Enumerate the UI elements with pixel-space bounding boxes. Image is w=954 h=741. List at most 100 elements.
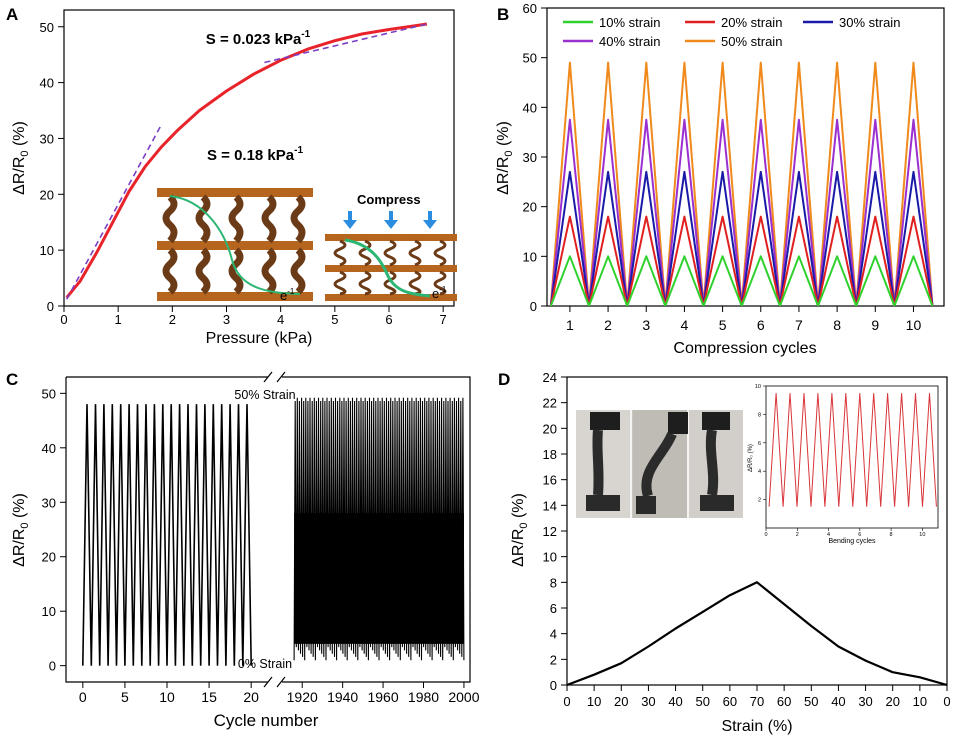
x-tick-label-b: 7 [795,317,803,333]
fiber [290,194,306,244]
electron-path-compressed [344,238,431,298]
x-tick-label-b: 6 [757,317,765,333]
legend-b: 10% strain 20% strain 30% strain 40% strain… [563,15,900,49]
axes-c: 0 5 10 15 20 1920 1940 1960 1980 2000 0 10 20 30 40 50 [42,386,480,705]
panel-label-c: C [6,370,18,389]
y-tick-label-a: 20 [40,187,54,202]
y-tick-label-a: 40 [40,76,54,91]
electron-label: e-1 [280,287,295,303]
y-tick-label-c: 40 [42,441,56,456]
coil [358,270,372,296]
x-tick-label-d: 60 [777,694,791,709]
panel-a: A 0 1 2 3 4 5 6 7 0 10 20 30 40 50 e-1 Compress [6,5,457,347]
y-tick-label-d: 18 [543,447,557,462]
axes-a: 0 1 2 3 4 5 6 7 0 10 20 30 40 50 [40,20,447,327]
y-tick-label-c: 0 [49,659,56,674]
coil [358,239,372,267]
x-tick-label-d: 30 [858,694,872,709]
series-d [566,581,948,687]
fiber [195,247,211,295]
x-tick-label-b: 8 [833,317,841,333]
inset-y-label: ΔR/R₀ (%) [748,444,754,472]
y-tick-label-b: 20 [523,200,537,215]
compressed-structure: Compress e-1 [325,192,457,301]
x-tick-label-d: 20 [885,694,899,709]
series-c-left [82,404,252,666]
x-tick-label-c: 5 [121,689,129,705]
y-tick-label-d: 0 [550,678,557,693]
strain-bottom-label: 0% Strain [238,657,292,671]
coil [433,270,447,296]
inset-structure-a: e-1 Compress e-1 [157,188,457,303]
plot-frame-a [63,9,455,307]
fiber [162,194,178,244]
inset-x-tick-label: 8 [890,532,893,538]
x-axis-label-c: Cycle number [214,711,319,730]
legend-label: 40% strain [599,34,660,49]
coil [408,270,422,296]
x-tick-label-d: 0 [943,694,950,709]
axes-d: 0 10 20 30 40 50 60 70 60 50 40 30 20 10 0024681012141… [543,370,951,709]
y-tick-label-d: 24 [543,370,557,385]
sensitivity-low-label: S = 0.18 kPa-1 [207,145,303,164]
axis-break-icon [263,371,286,688]
inset-x-tick-label: 10 [919,532,925,538]
dense-cycle-band [294,513,464,644]
panel-d: D 0 10 20 30 40 50 60 70 60 50 40 30 20 10 00246810121… [498,370,951,735]
x-tick-label-a: 7 [440,312,447,327]
y-tick-label-b: 30 [523,150,537,165]
panel-label-b: B [497,5,509,24]
x-tick-label-d: 20 [614,694,628,709]
x-tick-label-c: 1940 [327,689,358,705]
x-tick-label-d: 40 [831,694,845,709]
fiber [228,247,244,295]
uncompressed-structure: e-1 [157,188,313,303]
x-tick-label-d: 40 [668,694,682,709]
y-tick-label-c: 20 [42,550,56,565]
x-tick-label-b: 9 [871,317,879,333]
y-tick-label-d: 16 [543,473,557,488]
y-tick-label-b: 0 [530,299,537,314]
y-tick-label-d: 10 [543,550,557,565]
panel-c: C 0 5 10 15 20 1920 1940 1960 1980 2000 0 10 20 30 40 5… [6,370,480,730]
fiber [290,247,306,295]
legend-label: 50% strain [721,34,782,49]
y-tick-label-a: 10 [40,243,54,258]
series-line-30% strain [549,170,934,306]
inset-x-tick-label: 2 [796,532,799,538]
x-tick-label-a: 6 [385,312,392,327]
fiber [261,194,277,244]
x-tick-label-b: 10 [906,317,922,333]
electron-path-line [169,195,301,295]
x-tick-label-c: 10 [159,689,175,705]
y-tick-label-d: 4 [550,627,557,642]
y-tick-label-c: 30 [42,495,56,510]
series-line-20% strain [549,215,934,306]
electron-label-compressed: e-1 [432,285,447,301]
y-tick-label-a: 0 [47,299,54,314]
series-line-strain [566,581,948,687]
coil [333,239,347,267]
series-b [549,61,934,306]
x-tick-label-b: 1 [566,317,574,333]
x-tick-label-c: 2000 [448,689,479,705]
x-tick-label-d: 50 [804,694,818,709]
x-axis-label-b: Compression cycles [673,340,816,357]
x-tick-label-d: 10 [913,694,927,709]
inset-y-tick-label: 4 [758,469,761,475]
series-c-right [293,397,465,661]
panel-label-a: A [6,5,18,24]
y-tick-label-d: 14 [543,498,557,513]
y-axis-label-a: ΔR/R0 (%) [11,121,31,195]
x-tick-label-b: 4 [681,317,689,333]
x-tick-label-c: 1960 [367,689,398,705]
y-tick-label-c: 50 [42,386,56,401]
inset-frame-d [765,385,939,529]
series-line-40% strain [549,118,934,306]
fiber [195,194,211,244]
fiber [162,247,178,295]
x-tick-label-a: 0 [60,312,67,327]
x-tick-label-d: 30 [641,694,655,709]
inset-y-tick-label: 10 [755,384,761,390]
